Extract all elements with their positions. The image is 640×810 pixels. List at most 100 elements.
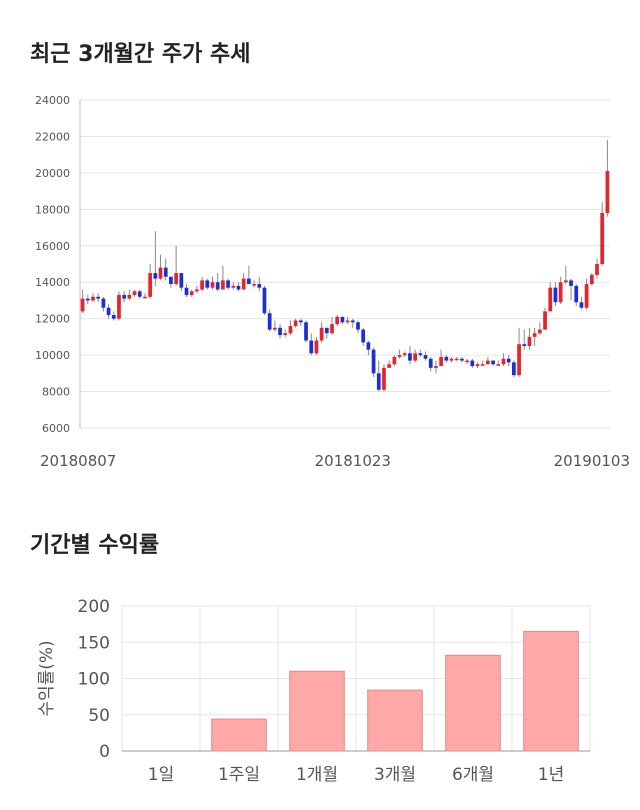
price-candle	[205, 278, 210, 290]
candle-body	[148, 273, 153, 297]
candle-body	[397, 355, 402, 357]
candle-body	[605, 171, 610, 213]
price-candle	[517, 327, 521, 377]
price-y-tick-label: 14000	[35, 276, 70, 289]
price-candle	[527, 327, 532, 350]
price-candle	[496, 360, 501, 367]
price-candle	[439, 349, 443, 367]
candle-body	[356, 322, 360, 330]
price-candle	[491, 360, 495, 367]
candle-body	[169, 276, 173, 285]
candle-body	[80, 298, 85, 312]
price-candle	[532, 327, 537, 346]
candle-body	[91, 296, 95, 301]
price-candle	[579, 296, 584, 310]
candle-body	[382, 367, 386, 390]
candle-body	[418, 353, 423, 356]
price-candle	[293, 318, 298, 328]
candle-body	[387, 364, 392, 368]
return-bar	[289, 670, 345, 752]
candle-body	[179, 273, 184, 288]
candle-body	[512, 362, 516, 376]
price-candle	[184, 284, 189, 297]
price-y-tick-label: 18000	[35, 203, 70, 216]
price-x-tick-label: 20180807	[40, 452, 116, 470]
candle-body	[465, 360, 469, 363]
candle-body	[537, 329, 542, 334]
candle-body	[428, 358, 433, 368]
candle-body	[595, 264, 599, 275]
return-y-tick-label: 100	[78, 670, 110, 690]
candle-body	[584, 284, 589, 308]
price-candle	[298, 318, 303, 326]
price-candle	[158, 254, 163, 281]
return-x-tick-label: 1년	[538, 765, 564, 785]
price-candle	[595, 258, 599, 279]
candle-body	[309, 340, 314, 354]
candle-body	[413, 353, 418, 361]
price-candle	[257, 276, 262, 292]
price-candle	[221, 265, 225, 290]
candle-body	[376, 373, 381, 390]
price-candle	[460, 356, 464, 363]
candle-body	[319, 327, 324, 341]
price-candle	[252, 280, 256, 288]
candle-body	[163, 267, 168, 277]
candle-body	[205, 280, 210, 288]
price-candle	[324, 327, 329, 339]
price-trend-chart: 6000 8000 10000 12000 14000 16000 18000 20000 22…	[35, 94, 630, 470]
price-candle	[283, 329, 288, 337]
price-candle	[512, 360, 516, 377]
price-candle	[278, 324, 282, 339]
price-candle	[449, 356, 454, 363]
return-bar	[211, 718, 267, 752]
price-candle	[361, 327, 366, 346]
price-candle	[117, 291, 121, 321]
return-bar	[367, 689, 423, 752]
price-candle	[371, 347, 376, 377]
price-y-tick-label: 10000	[35, 349, 70, 362]
candle-body	[247, 278, 251, 285]
candle-body	[423, 355, 428, 359]
price-candle	[179, 273, 184, 292]
candle-body	[324, 327, 329, 334]
candle-body	[408, 353, 412, 361]
price-candle	[236, 282, 241, 292]
price-candle	[356, 320, 360, 334]
candle-body	[127, 294, 132, 299]
price-candle	[506, 355, 511, 367]
candle-body	[402, 353, 407, 356]
price-candle	[80, 289, 85, 314]
price-candle	[195, 285, 199, 294]
candle-body	[236, 285, 241, 290]
candle-body	[548, 287, 553, 312]
price-candle	[465, 358, 469, 365]
price-candle	[272, 320, 277, 332]
price-candle	[350, 318, 355, 328]
price-y-tick-label: 24000	[35, 94, 70, 107]
candle-body	[475, 364, 480, 367]
candle-body	[314, 340, 319, 354]
candle-body	[189, 291, 194, 295]
price-candle	[200, 276, 204, 292]
candle-body	[527, 336, 532, 346]
candle-body	[101, 298, 106, 308]
return-y-tick-label: 0	[99, 742, 110, 762]
price-candle	[226, 278, 230, 290]
price-candle	[537, 322, 542, 336]
price-candle	[501, 353, 506, 367]
price-candle	[122, 291, 127, 303]
candle-body	[517, 344, 521, 376]
candle-body	[579, 302, 584, 308]
candle-body	[272, 327, 277, 330]
candle-body	[200, 280, 204, 290]
return-y-tick-label: 200	[78, 597, 110, 617]
return-x-tick-label: 1일	[148, 765, 174, 785]
candle-body	[293, 320, 298, 326]
return-x-tick-label: 1주일	[218, 765, 260, 785]
price-candle	[85, 294, 90, 305]
price-candle	[376, 360, 381, 392]
return-bar	[445, 654, 501, 752]
candle-body	[434, 366, 438, 368]
price-candle	[408, 346, 412, 365]
